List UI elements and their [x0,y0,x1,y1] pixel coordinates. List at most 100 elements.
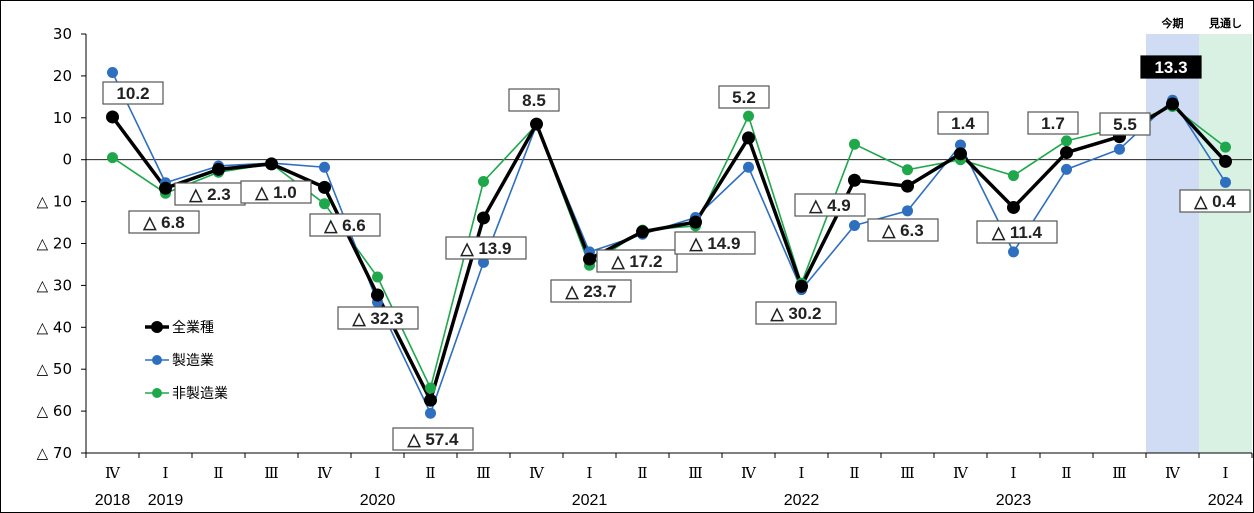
y-tick-label: 0 [62,151,72,169]
series-0-point [265,157,278,171]
series-2-point [107,152,118,164]
series-1-point [849,219,860,231]
data-label: △ 23.7 [565,282,617,301]
data-label-box [550,279,632,303]
series-0-point [742,131,755,145]
y-tick-label: △ 50 [37,360,72,378]
series-0-point [795,279,808,293]
band-label-20: 今期 [1161,16,1184,30]
series-0-point [636,225,649,239]
quarter-label: Ⅳ [317,464,333,482]
series-1-point [1114,143,1125,155]
series-0-point [212,162,225,176]
quarter-label: Ⅰ [1011,464,1017,482]
data-label-box [596,249,678,273]
quarter-label: Ⅲ [264,464,278,482]
data-label: 5.2 [732,88,756,107]
quarter-label: Ⅲ [688,464,702,482]
data-label: △ 6.8 [142,213,184,232]
quarter-label: Ⅱ [213,464,223,482]
quarter-label: Ⅰ [163,464,169,482]
y-tick-label: △ 60 [37,402,72,420]
series-2-point [849,138,860,150]
band-21 [1199,34,1252,453]
series-2-point [425,382,436,394]
series-1-point [1008,246,1019,258]
quarter-label: Ⅰ [375,464,381,482]
data-label: △ 14.9 [689,234,741,253]
quarter-label: Ⅱ [425,464,435,482]
series-0-point [1219,154,1232,168]
data-label: △ 2.3 [188,185,230,204]
band-label-21: 見通し [1208,17,1242,30]
data-label-box [1179,189,1251,213]
series-0-point [954,147,967,161]
legend-label-2: 非製造業 [172,386,228,402]
data-label: △ 4.9 [808,196,850,215]
quarter-label: Ⅳ [741,464,757,482]
series-0-point [477,211,490,225]
data-label-box [1140,55,1202,79]
series-0-point [1060,146,1073,160]
y-tick-label: △ 10 [37,193,72,211]
data-label: △ 17.2 [611,252,663,271]
legend-label-0: 全業種 [172,319,214,336]
series-1-point [478,256,489,268]
data-label: △ 0.4 [1193,192,1236,211]
quarter-label: Ⅲ [476,464,490,482]
data-label-box [1099,112,1151,136]
series-2-point [372,271,383,283]
series-2-point [902,164,913,176]
data-label-box [794,193,866,217]
y-tick-label: 10 [53,109,72,127]
data-label: △ 13.9 [460,239,512,258]
quarter-label: Ⅱ [849,464,859,482]
quarter-label: Ⅰ [1223,464,1229,482]
series-0-point [1007,200,1020,214]
year-label: 2021 [572,492,608,509]
data-label-box [755,301,837,325]
data-label-box [240,180,312,204]
quarter-label: Ⅲ [900,464,914,482]
legend-marker-1 [152,355,162,365]
series-2-point [1008,170,1019,182]
data-label-box [1027,111,1079,135]
series-2-point [319,198,330,210]
y-tick-label: △ 40 [37,318,72,336]
series-line-0 [111,102,1227,402]
data-label: 8.5 [522,91,546,110]
quarter-label: Ⅳ [1165,464,1181,482]
series-0-point [1166,97,1179,111]
series-1-point [955,139,966,151]
data-label: △ 11.4 [991,223,1042,242]
quarter-label: Ⅳ [953,464,969,482]
legend-marker-0 [151,321,163,333]
series-0-point [371,288,384,302]
data-label: △ 6.3 [881,221,923,240]
year-label: 2024 [1208,492,1244,509]
series-0-point [106,110,119,124]
quarter-label: Ⅳ [105,464,121,482]
data-label-box [309,213,381,237]
series-1-point [1220,176,1231,188]
y-tick-label: △ 20 [37,235,72,253]
data-label-box [674,231,756,255]
series-0-point [530,117,543,131]
y-tick-label: △ 70 [37,444,72,462]
series-line-2 [112,105,1226,389]
y-tick-label: 30 [53,25,72,43]
y-tick-label: △ 30 [37,276,72,294]
series-0-point [159,181,172,195]
data-label: 5.5 [1113,115,1137,134]
series-0-point [424,393,437,407]
data-label-box [976,220,1058,244]
data-label: 1.4 [951,114,975,133]
series-1-point [425,407,436,419]
data-label-box [445,236,527,260]
data-label: 1.7 [1041,114,1065,133]
legend-label-1: 製造業 [172,353,214,369]
series-2-point [478,175,489,187]
data-label-box [102,81,164,105]
y-tick-label: 20 [53,67,72,85]
year-label: 2020 [360,492,396,509]
